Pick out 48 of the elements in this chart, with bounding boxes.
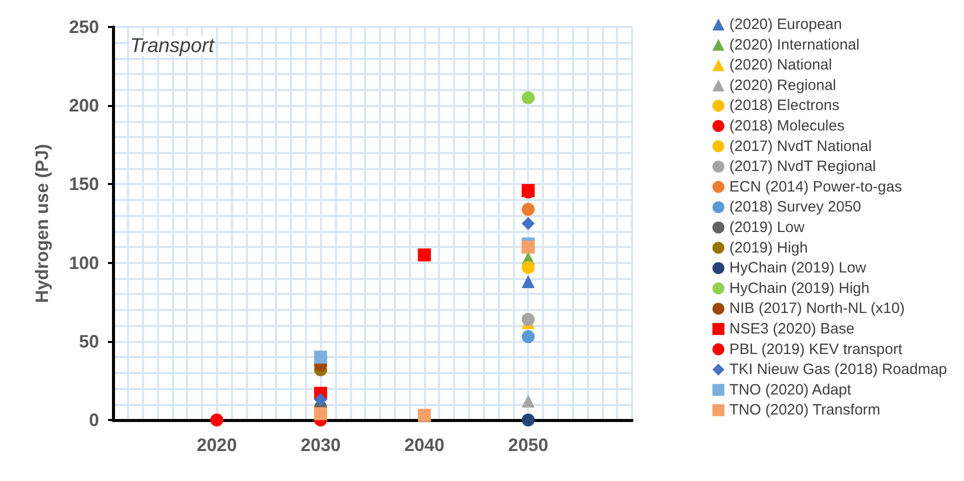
point — [522, 275, 535, 288]
legend-label: ECN (2014) Power-to-gas — [729, 178, 902, 196]
legend-label: (2017) NvdT Regional — [729, 158, 876, 176]
point — [210, 414, 224, 426]
legend-label: (2020) Regional — [729, 76, 836, 94]
legend-label: (2020) National — [729, 56, 832, 74]
x-tick-label: 2020 — [196, 435, 237, 455]
legend-label: NIB (2017) North-NL (x10) — [729, 300, 905, 318]
point — [522, 217, 535, 230]
point — [522, 330, 535, 344]
point — [418, 408, 431, 422]
y-tick-label: 0 — [88, 410, 99, 430]
annotation: Transport — [130, 35, 216, 57]
legend-label: (2018) Molecules — [729, 118, 844, 134]
point — [522, 240, 535, 254]
y-tick-label: 250 — [68, 17, 99, 37]
y-tick-label: 150 — [68, 174, 99, 194]
x-tick-label: 2030 — [300, 435, 341, 455]
legend-label: (2018) Electrons — [729, 97, 840, 114]
point — [314, 350, 328, 364]
y-tick-label: 100 — [68, 252, 99, 273]
point — [522, 261, 535, 274]
legend-label: TKI Nieuw Gas (2018) Roadmap — [729, 361, 948, 378]
y-tick-label: 200 — [68, 96, 99, 116]
y-tick-label: 50 — [78, 331, 99, 352]
point — [418, 248, 431, 262]
legend-label: NSE3 (2020) Base — [729, 320, 854, 338]
point — [314, 393, 328, 406]
x-tick-label: 2040 — [404, 435, 444, 455]
legend-label: (2020) International — [729, 36, 860, 54]
legend-label: HyChain (2019) Low — [729, 260, 866, 277]
legend-label: HyChain (2019) High — [729, 280, 870, 297]
legend-label: (2018) Survey 2050 — [729, 198, 862, 216]
point — [314, 407, 328, 420]
legend-label: (2017) NvdT National — [729, 138, 872, 155]
point — [522, 394, 535, 408]
legend-label: (2019) Low — [729, 219, 805, 236]
legend-label: (2020) European — [729, 16, 842, 33]
x-tick-label: 2050 — [508, 435, 548, 455]
y-axis-title: Hydrogen use (PJ) — [32, 144, 52, 304]
legend-label: (2019) High — [729, 239, 808, 256]
legend-label: PBL (2019) KEV transport — [729, 340, 904, 358]
point — [522, 202, 535, 216]
legend-label: TNO (2020) Transform — [729, 402, 880, 419]
point — [522, 414, 535, 426]
point — [522, 91, 535, 104]
legend-label: TNO (2020) Adapt — [729, 381, 852, 398]
point — [522, 312, 535, 326]
